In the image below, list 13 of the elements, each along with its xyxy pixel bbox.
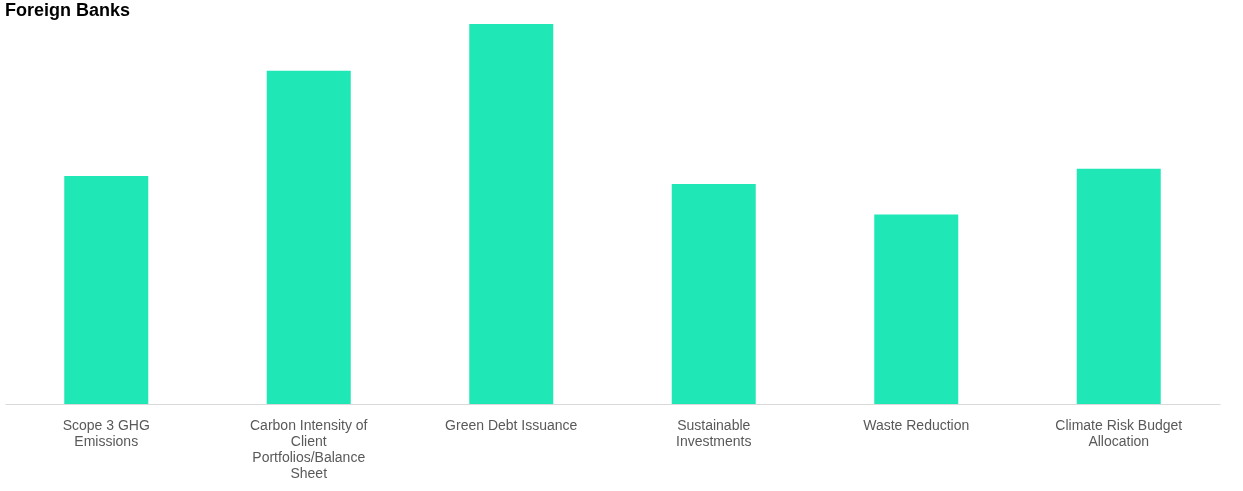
x-tick-label: Scope 3 GHG Emissions <box>62 416 150 449</box>
x-tick-label: Climate Risk Budget Allocation <box>1055 416 1183 449</box>
bar <box>469 24 554 404</box>
bar <box>671 183 756 404</box>
bar <box>1076 168 1161 404</box>
bar <box>874 214 959 404</box>
bar <box>266 70 351 404</box>
x-tick-label: Green Debt Issuance <box>445 416 578 433</box>
x-tick-label: Waste Reduction <box>863 416 970 433</box>
x-tick-label: Sustainable Investments <box>676 416 752 449</box>
bar <box>64 176 149 404</box>
x-tick-label: Carbon Intensity of Client Portfolios/Balance Sheet <box>249 416 368 481</box>
chart-title: Foreign Banks <box>5 0 131 20</box>
